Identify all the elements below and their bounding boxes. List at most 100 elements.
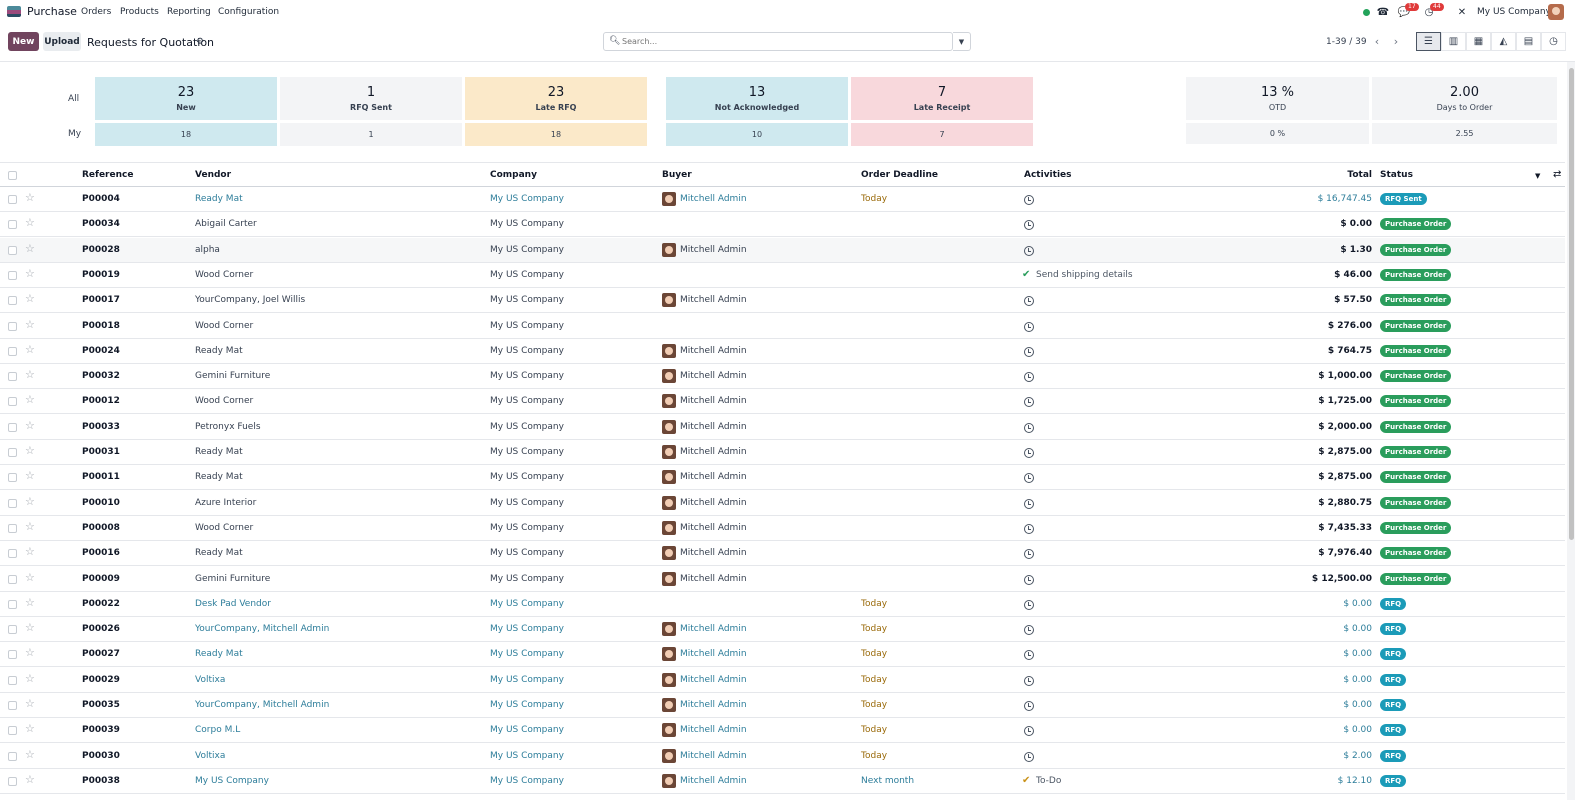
star-icon[interactable]: ☆ xyxy=(25,368,35,382)
tile-new-all[interactable]: 23 New xyxy=(95,77,277,120)
gear-icon[interactable]: ⚙ xyxy=(196,37,205,47)
activity-clock-icon[interactable] xyxy=(1024,296,1034,307)
graph-view-icon[interactable]: ◭ xyxy=(1491,32,1516,51)
table-row[interactable]: ☆ P00028 alpha My US Company Mitchell Admin $… xyxy=(0,237,1565,263)
table-row[interactable]: ☆ P00016 Ready Mat My US Company Mitchell Ad… xyxy=(0,541,1565,567)
row-checkbox[interactable] xyxy=(8,599,17,609)
star-icon[interactable]: ☆ xyxy=(25,646,35,660)
activity-clock-icon[interactable] xyxy=(1024,751,1034,762)
row-checkbox[interactable] xyxy=(8,625,17,635)
row-checkbox[interactable] xyxy=(8,549,17,559)
activity-clock-icon[interactable] xyxy=(1024,372,1034,383)
table-row[interactable]: ☆ P00030 Voltixa My US Company Mitchell Admi… xyxy=(0,744,1565,769)
row-checkbox[interactable] xyxy=(8,372,17,382)
row-checkbox[interactable] xyxy=(8,498,17,508)
list-view-icon[interactable]: ☰ xyxy=(1416,32,1441,51)
star-icon[interactable]: ☆ xyxy=(25,393,35,407)
table-row[interactable]: ☆ P00034 Abigail Carter My US Company $ 0.00… xyxy=(0,212,1565,238)
row-checkbox[interactable] xyxy=(8,195,17,204)
activity-clock-icon[interactable] xyxy=(1024,625,1034,636)
column-header-vendor[interactable]: Vendor xyxy=(195,170,232,180)
phone-icon[interactable]: ☎ xyxy=(1376,6,1390,18)
tile-rfq-sent-my[interactable]: 1 xyxy=(280,123,462,146)
row-checkbox[interactable] xyxy=(8,675,17,685)
table-row[interactable]: ☆ P00019 Wood Corner My US Company ✔ Send shi… xyxy=(0,263,1565,288)
menu-orders[interactable]: Orders xyxy=(81,7,112,17)
star-icon[interactable]: ☆ xyxy=(25,266,35,280)
row-checkbox[interactable] xyxy=(8,422,17,432)
star-icon[interactable]: ☆ xyxy=(25,747,35,761)
star-icon[interactable]: ☆ xyxy=(25,722,35,736)
purchase-app-icon[interactable] xyxy=(7,6,21,17)
star-icon[interactable]: ☆ xyxy=(25,191,35,204)
row-checkbox[interactable] xyxy=(8,574,17,584)
table-row[interactable]: ☆ P00008 Wood Corner My US Company Mitchell … xyxy=(0,516,1565,541)
table-row[interactable]: ☆ P00029 Voltixa My US Company Mitchell Admi… xyxy=(0,668,1565,693)
search-options-toggle[interactable]: ▼ xyxy=(953,32,971,51)
table-row[interactable]: ☆ P00033 Petronyx Fuels My US Company Mitche… xyxy=(0,415,1565,440)
row-checkbox[interactable] xyxy=(8,701,17,710)
table-row[interactable]: ☆ P00032 Gemini Furniture My US Company Mitc… xyxy=(0,364,1565,390)
row-checkbox[interactable] xyxy=(8,650,17,660)
star-icon[interactable]: ☆ xyxy=(25,595,35,609)
table-row[interactable]: ☆ P00026 YourCompany, Mitchell Admin My US … xyxy=(0,617,1565,643)
activity-clock-icon[interactable] xyxy=(1024,473,1034,484)
row-checkbox[interactable] xyxy=(8,245,17,255)
activity-clock-icon[interactable] xyxy=(1024,448,1034,458)
table-row[interactable]: ☆ P00011 Ready Mat My US Company Mitchell Ad… xyxy=(0,465,1565,491)
table-row[interactable]: ☆ P00031 Ready Mat My US Company Mitchell Ad… xyxy=(0,440,1565,465)
column-header-reference[interactable]: Reference xyxy=(82,170,134,180)
row-checkbox[interactable] xyxy=(8,270,17,280)
activity-clock-icon[interactable] xyxy=(1024,220,1034,231)
tile-new-my[interactable]: 18 xyxy=(95,123,277,146)
row-checkbox[interactable] xyxy=(8,346,17,356)
upload-button[interactable]: Upload xyxy=(43,32,81,51)
table-row[interactable]: ☆ P00039 Corpo M.L My US Company Mitchell Ad… xyxy=(0,718,1565,744)
row-checkbox[interactable] xyxy=(8,220,17,230)
tile-late-receipt-my[interactable]: 7 xyxy=(851,123,1033,146)
table-row[interactable]: ☆ P00017 YourCompany, Joel Willis My US Com… xyxy=(0,288,1565,314)
new-button[interactable]: New xyxy=(8,32,39,51)
star-icon[interactable]: ☆ xyxy=(25,671,35,685)
menu-reporting[interactable]: Reporting xyxy=(167,7,211,17)
star-icon[interactable]: ☆ xyxy=(25,570,35,584)
column-settings-icon[interactable]: ⇄ xyxy=(1553,169,1562,180)
pager-previous-button[interactable]: ‹ xyxy=(1374,35,1380,48)
activities-clock-icon[interactable]: ◷ xyxy=(1424,6,1434,18)
activity-clock-icon[interactable] xyxy=(1024,650,1034,661)
activity-clock-icon[interactable] xyxy=(1024,701,1034,711)
activity-clock-icon[interactable] xyxy=(1024,675,1034,686)
menu-products[interactable]: Products xyxy=(120,7,159,17)
row-checkbox[interactable] xyxy=(8,473,17,483)
tile-late-receipt-all[interactable]: 7 Late Receipt xyxy=(851,77,1033,120)
tile-not-acknowledged-all[interactable]: 13 Not Acknowledged xyxy=(666,77,848,120)
scrollbar-thumb[interactable] xyxy=(1569,68,1574,540)
activity-clock-icon[interactable] xyxy=(1024,599,1034,610)
tile-rfq-sent-all[interactable]: 1 RFQ Sent xyxy=(280,77,462,120)
caret-down-icon[interactable]: ▼ xyxy=(1535,172,1541,180)
messages-icon[interactable]: 💬 xyxy=(1397,6,1411,18)
star-icon[interactable]: ☆ xyxy=(25,292,35,306)
table-row[interactable]: ☆ P00038 My US Company My US Company Mitchel… xyxy=(0,769,1565,794)
pager-next-button[interactable]: › xyxy=(1393,35,1399,48)
kanban-view-icon[interactable]: ▥ xyxy=(1441,32,1466,51)
table-row[interactable]: ☆ P00027 Ready Mat My US Company Mitchell Ad… xyxy=(0,642,1565,668)
select-all-checkbox[interactable] xyxy=(8,171,17,180)
activity-clock-icon[interactable] xyxy=(1024,498,1034,509)
pager-value[interactable]: 1-39 / 39 xyxy=(1326,37,1367,47)
row-checkbox[interactable] xyxy=(8,321,17,331)
user-avatar[interactable] xyxy=(1548,4,1564,20)
app-name[interactable]: Purchase xyxy=(27,5,77,18)
activity-clock-icon[interactable] xyxy=(1024,726,1034,737)
row-checkbox[interactable] xyxy=(8,296,17,306)
cell-activity[interactable]: Send shipping details xyxy=(1036,269,1133,280)
row-checkbox[interactable] xyxy=(8,448,17,457)
table-row[interactable]: ☆ P00035 YourCompany, Mitchell Admin My US … xyxy=(0,693,1565,718)
menu-configuration[interactable]: Configuration xyxy=(218,7,280,17)
calendar-view-icon[interactable]: ▤ xyxy=(1516,32,1541,51)
company-switcher[interactable]: My US Company xyxy=(1477,7,1551,17)
tile-late-rfq-all[interactable]: 23 Late RFQ xyxy=(465,77,647,120)
star-icon[interactable]: ☆ xyxy=(25,241,35,255)
cell-activity[interactable]: To-Do xyxy=(1036,775,1062,786)
star-icon[interactable]: ☆ xyxy=(25,418,35,432)
